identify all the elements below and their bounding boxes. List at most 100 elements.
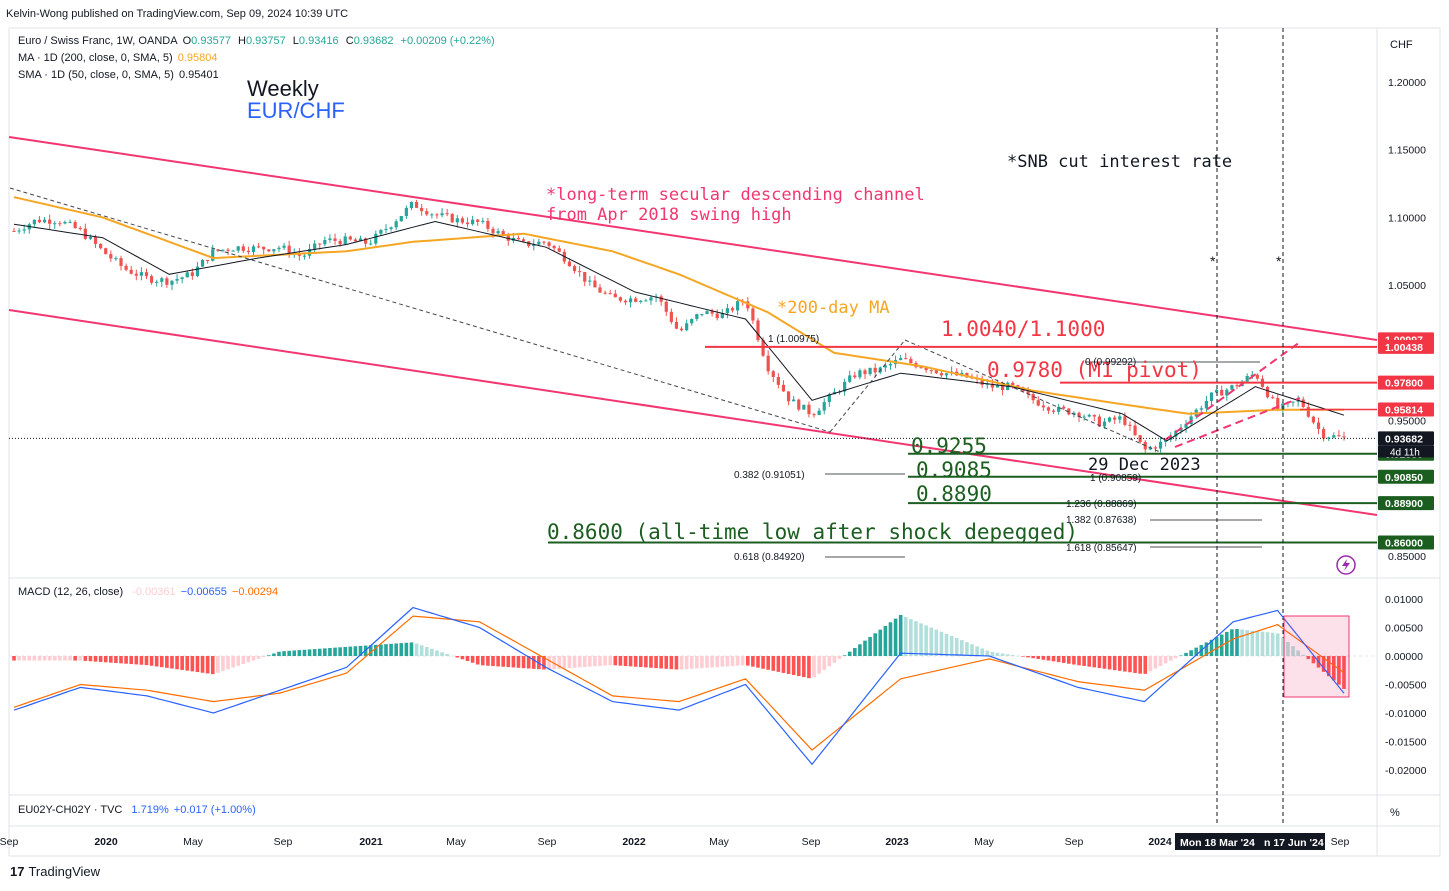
candle-up [114,258,118,260]
annotation-0-9780: 0.9780 (M1 pivot) [987,358,1202,382]
price-tag-bg [1378,339,1434,354]
macd-hist-bar-down [22,656,26,661]
title-weekly: Weekly [247,76,319,101]
macd-hist-bar-down [761,656,765,669]
time-axis[interactable]: Sep 2020 May Sep 2021 May Sep 2022 May Sep 2023 May… [0,833,1349,850]
currency-label: CHF [1390,39,1413,51]
spread-legend[interactable]: EU02Y-CH02Y · TVC 1.719% +0.017 (+1.00%) [18,804,258,816]
candle-up [1087,414,1091,417]
bolt-icon-glyph [1342,559,1350,571]
macd-hist-bar-up [909,619,913,656]
candle-up [323,240,327,245]
candle-up [236,246,240,251]
macd-hist-bar-down [812,656,816,678]
macd-hist-bar-down [52,656,57,661]
macd-hist-bar-down [1102,656,1107,669]
candle-down [771,371,775,378]
macd-hist-bar-up [1204,642,1209,656]
macd-hist-bar-up [985,650,990,656]
candle-down [593,280,597,288]
macd-hist-bar-down [12,656,16,661]
macd-hist-bar-down [802,656,806,678]
candle-up [792,399,796,402]
macd-signal-line [13,615,1345,751]
time-tick: 2024 [1148,836,1172,848]
candle-down [425,211,429,215]
macd-hist-bar-up [414,643,419,656]
macd-hist-bar-up [1270,632,1275,656]
macd-hist-bar-down [506,656,511,668]
candle-up [440,213,444,216]
time-tick: 2020 [94,836,118,848]
candle-down [129,269,133,274]
macd-hist-bar-down [725,656,730,667]
macd-hist-bar-down [1133,656,1137,673]
macd-label: MACD (12, 26, close) [18,586,124,598]
macd-hist-bar-up [863,640,867,656]
tradingview-brand[interactable]: 17 TradingView [10,864,100,879]
macd-hist-bar-down [165,656,169,668]
price-axis[interactable]: CHF1.200001.150001.100001.050000.950000.… [1336,39,1434,819]
sma50-legend[interactable]: SMA · 1D (50, close, 0, SMA, 5) 0.95401 [18,69,221,81]
time-tick: May [183,836,204,848]
candle-down [109,254,113,259]
candle-down [1046,407,1051,411]
macd-hist-bar-down [1082,656,1086,666]
macd-hist-bar-up [924,625,928,656]
candle-down [669,311,673,322]
macd-hist-bar-up [1184,652,1188,656]
macd-hist-bar-down [735,656,740,666]
macd-legend[interactable]: MACD (12, 26, close) -0.00361 −0.00655 −… [18,586,280,598]
candle-up [883,365,887,368]
macd-hist-bar-down [58,656,62,661]
candle-up [944,373,949,376]
ohlc-close: C0.93682 [345,35,394,47]
macd-hist-bar-up [1224,631,1229,656]
candle-up [170,280,174,285]
macd-hist-bar-down [582,656,587,668]
candle-down [1016,385,1020,388]
macd-hist-bar-down [134,656,139,665]
macd-hist-bar-up [995,652,1000,656]
candle-down [1220,389,1224,396]
macd-hist-bar-down [1061,656,1066,663]
sma50-line [13,220,1345,442]
candle-down [934,370,938,374]
macd-hist-bar-up [990,651,995,656]
macd-hist-bar-up [435,650,439,656]
candle-up [888,364,893,366]
candle-up [374,233,378,244]
candle-up [328,238,332,241]
candle-down [547,242,551,246]
symbol-name: Euro / Swiss Franc, 1W, OANDA [18,35,178,47]
macd-hist-bar-down [256,656,261,659]
candle-up [251,246,256,252]
macd-hist-bar-down [129,656,134,665]
macd-hist-bar-down [516,656,521,668]
candle-down [414,202,419,208]
macd-hist-bar-up [333,647,337,656]
candle-down [78,227,82,229]
macd-hist-bar-down [557,656,562,669]
candle-down [450,214,454,223]
macd-hist-bar-down [791,656,796,676]
candle-up [1230,385,1234,390]
price-tick: 1.10000 [1388,212,1426,224]
ma200-value: 0.95804 [177,52,218,64]
price-tag-label: 0.90850 [1385,472,1423,484]
time-tick: Sep [802,836,821,848]
candle-down [1265,386,1270,398]
macd-hist-bar-up [965,642,969,656]
time-tick: May [446,836,467,848]
macd-hist-bar-down [98,656,103,662]
bolt-icon [1336,555,1356,575]
symbol-legend[interactable]: Euro / Swiss Franc, 1W, OANDA O0.93577 H… [18,35,497,47]
candle-down [364,238,368,244]
macd-hist-bar-down [684,656,689,670]
candle-down [1342,436,1346,438]
candle-down [746,301,750,309]
candle-down [476,219,480,222]
ma200-legend[interactable]: MA · 1D (200, close, 0, SMA, 5) 0.95804 [18,52,220,64]
macd-hist-bar-down [470,656,475,663]
